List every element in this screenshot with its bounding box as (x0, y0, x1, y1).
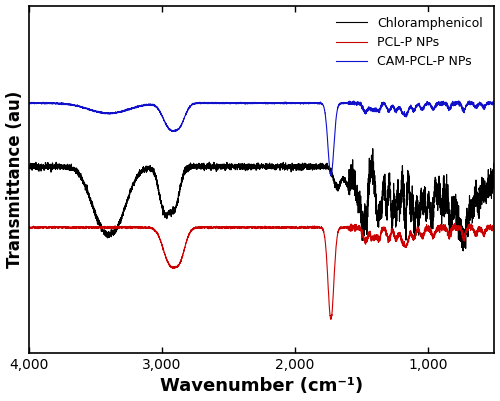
Chloramphenicol (212, 166, 218, 171)
Chloramphenicol (188, 164, 194, 168)
PCL-P NPs (108, 225, 114, 230)
CAM-PCL-P NPs (492, 101, 498, 105)
CAM-PCL-P NPs (108, 111, 114, 116)
Chloramphenicol (108, 228, 114, 233)
Chloramphenicol (492, 168, 498, 172)
PCL-P NPs (328, 316, 334, 321)
Chloramphenicol (460, 249, 466, 253)
CAM-PCL-P NPs (212, 101, 218, 105)
X-axis label: Wavenumber (cm⁻¹): Wavenumber (cm⁻¹) (160, 377, 364, 395)
CAM-PCL-P NPs (466, 99, 472, 103)
PCL-P NPs (314, 225, 320, 229)
Chloramphenicol (370, 146, 376, 151)
Chloramphenicol (144, 167, 150, 172)
PCL-P NPs (212, 225, 218, 230)
CAM-PCL-P NPs (314, 101, 320, 105)
Line: PCL-P NPs: PCL-P NPs (29, 224, 494, 319)
CAM-PCL-P NPs (328, 174, 334, 178)
Chloramphenicol (407, 197, 413, 202)
CAM-PCL-P NPs (144, 103, 150, 107)
PCL-P NPs (26, 225, 32, 230)
Line: CAM-PCL-P NPs: CAM-PCL-P NPs (29, 101, 494, 176)
Chloramphenicol (26, 162, 32, 167)
CAM-PCL-P NPs (188, 103, 194, 107)
PCL-P NPs (452, 221, 458, 226)
PCL-P NPs (407, 232, 413, 237)
Legend: Chloramphenicol, PCL-P NPs, CAM-PCL-P NPs: Chloramphenicol, PCL-P NPs, CAM-PCL-P NP… (331, 12, 488, 73)
Line: Chloramphenicol: Chloramphenicol (29, 149, 494, 251)
Chloramphenicol (314, 166, 320, 171)
CAM-PCL-P NPs (26, 101, 32, 106)
PCL-P NPs (188, 228, 194, 233)
Y-axis label: Transmittance (au): Transmittance (au) (6, 91, 24, 268)
CAM-PCL-P NPs (407, 106, 413, 111)
PCL-P NPs (144, 225, 150, 230)
PCL-P NPs (492, 225, 498, 230)
